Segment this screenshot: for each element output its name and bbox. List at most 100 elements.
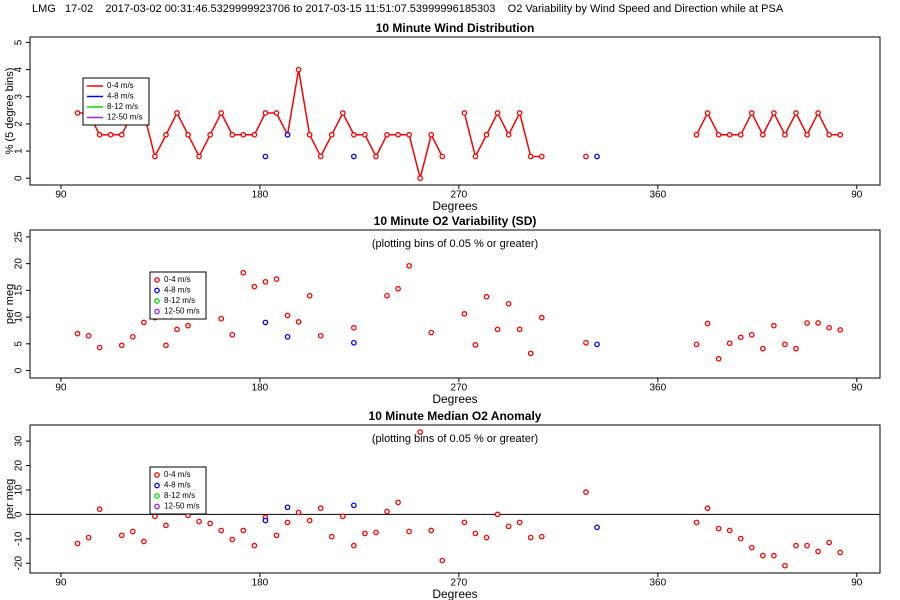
data-point (826, 324, 833, 331)
data-point (472, 530, 479, 537)
data-point (317, 505, 324, 512)
data-point (251, 283, 258, 290)
data-point (815, 320, 821, 326)
data-point (505, 131, 512, 138)
x-axis-label: Degrees (432, 199, 477, 213)
data-point (395, 131, 401, 138)
data-point (273, 110, 280, 116)
data-point (726, 340, 733, 347)
data-point (284, 312, 291, 319)
series-line (77, 69, 841, 179)
x-tick-label: 90 (55, 578, 67, 589)
y-tick-label: 10 (14, 484, 25, 496)
y-tick-label: 0 (14, 367, 25, 373)
x-tick-label: 180 (252, 190, 269, 201)
data-point (837, 549, 844, 556)
data-point (152, 513, 158, 520)
plot-frame (29, 229, 881, 379)
legend-label: 12-50 m/s (164, 502, 200, 511)
data-point (262, 517, 269, 524)
data-point (107, 131, 114, 138)
data-point (483, 293, 490, 300)
data-point (196, 518, 202, 525)
data-point (240, 131, 247, 138)
data-point (74, 110, 81, 116)
data-point (96, 131, 103, 138)
data-point (782, 341, 788, 348)
data-point (339, 513, 346, 520)
legend-swatch (154, 277, 160, 283)
data-point (583, 489, 589, 496)
data-point (759, 552, 766, 559)
data-point (306, 131, 313, 138)
x-tick-label: 90 (55, 190, 67, 201)
data-point (505, 300, 512, 307)
data-point (240, 527, 247, 534)
data-point (737, 535, 744, 542)
data-point (494, 511, 501, 518)
data-point (417, 429, 424, 435)
data-point (428, 527, 435, 534)
y-tick-label: -10 (14, 531, 25, 546)
data-point (748, 110, 755, 116)
panel: 10 Minute Wind Distribution Degrees % (5 d… (4, 21, 881, 213)
data-point (726, 527, 733, 534)
data-point (118, 131, 125, 138)
y-tick-label: -20 (14, 556, 25, 571)
data-point (163, 522, 169, 529)
x-tick-label: 180 (252, 383, 269, 394)
data-point (715, 131, 722, 138)
legend-label: 4-8 m/s (164, 481, 191, 490)
data-point (737, 334, 744, 341)
legend-label: 8-12 m/s (107, 102, 138, 111)
y-tick-label: 30 (14, 435, 25, 447)
data-point (295, 319, 302, 325)
data-point (362, 530, 368, 537)
x-axis-label: Degrees (432, 587, 477, 600)
data-point (782, 562, 788, 569)
data-point (804, 131, 810, 138)
data-point (439, 557, 446, 564)
x-tick-label: 180 (252, 578, 269, 589)
data-point (395, 499, 401, 506)
data-point (284, 334, 291, 340)
legend-label: 0-4 m/s (164, 275, 191, 284)
data-point (174, 110, 180, 116)
data-point (74, 330, 81, 337)
x-tick-label: 90 (851, 383, 863, 394)
data-point (384, 131, 390, 138)
x-tick-label: 360 (649, 383, 666, 394)
data-point (317, 332, 324, 339)
y-tick-label: 5 (14, 39, 25, 45)
data-point (218, 110, 225, 116)
legend-label: 4-8 m/s (107, 92, 134, 101)
data-point (262, 319, 269, 326)
data-point (461, 311, 468, 317)
legend-swatch (154, 472, 160, 478)
x-tick-label: 90 (55, 383, 67, 394)
data-point (207, 131, 214, 138)
y-tick-label: 0 (14, 175, 25, 181)
x-tick-label: 90 (851, 578, 863, 589)
data-point (140, 538, 147, 545)
data-point (251, 542, 258, 549)
data-point (373, 153, 379, 160)
data-point (815, 548, 821, 555)
data-point (759, 131, 766, 138)
data-point (594, 341, 600, 348)
data-point (748, 544, 755, 551)
data-point (461, 519, 468, 526)
data-point (527, 350, 534, 357)
data-point (295, 509, 302, 516)
data-point (715, 355, 722, 362)
data-point (527, 153, 534, 160)
chart-title: 10 Minute Median O2 Anomaly (369, 409, 542, 423)
legend-swatch (154, 308, 160, 315)
plot-frame (29, 36, 881, 186)
data-point (594, 153, 600, 160)
y-axis-label: per meg (4, 284, 16, 324)
data-point (693, 519, 700, 526)
data-point (229, 331, 236, 338)
data-point (693, 131, 700, 138)
